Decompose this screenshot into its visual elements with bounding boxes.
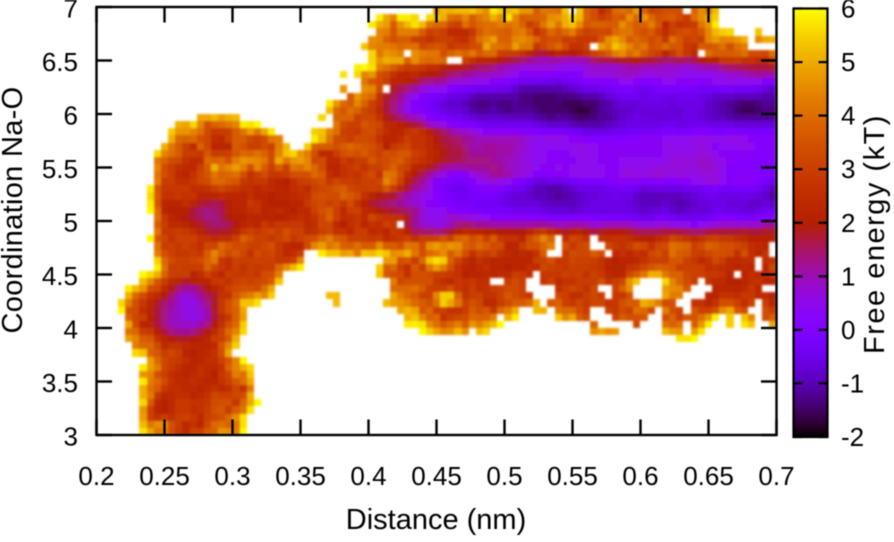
svg-text:6: 6	[841, 0, 855, 24]
svg-text:5: 5	[64, 208, 78, 238]
svg-text:7: 7	[64, 0, 78, 24]
svg-text:Distance (nm): Distance (nm)	[346, 504, 527, 536]
svg-text:4.5: 4.5	[42, 261, 78, 291]
svg-text:5.5: 5.5	[42, 154, 78, 184]
svg-text:-1: -1	[841, 368, 864, 398]
svg-text:0.55: 0.55	[547, 461, 598, 491]
svg-text:3.5: 3.5	[42, 368, 78, 398]
svg-text:0.4: 0.4	[350, 461, 386, 491]
svg-text:0.25: 0.25	[139, 461, 190, 491]
svg-text:-2: -2	[841, 422, 864, 452]
svg-text:5: 5	[841, 47, 855, 77]
svg-text:0: 0	[841, 315, 855, 345]
svg-text:0.65: 0.65	[683, 461, 734, 491]
svg-text:0.6: 0.6	[622, 461, 658, 491]
svg-text:Free energy (kT): Free energy (kT)	[859, 114, 891, 354]
svg-text:2: 2	[841, 208, 855, 238]
svg-text:0.3: 0.3	[214, 461, 250, 491]
svg-text:6: 6	[64, 101, 78, 131]
svg-text:Coordination Na-O: Coordination Na-O	[0, 87, 29, 334]
svg-text:3: 3	[841, 154, 855, 184]
svg-text:0.35: 0.35	[275, 461, 326, 491]
svg-text:6.5: 6.5	[42, 47, 78, 77]
svg-text:0.2: 0.2	[78, 461, 114, 491]
svg-text:1: 1	[841, 261, 855, 291]
svg-text:4: 4	[841, 101, 855, 131]
svg-text:4: 4	[64, 315, 78, 345]
svg-text:0.5: 0.5	[486, 461, 522, 491]
svg-text:3: 3	[64, 422, 78, 452]
svg-text:0.7: 0.7	[758, 461, 794, 491]
svg-text:0.45: 0.45	[411, 461, 462, 491]
